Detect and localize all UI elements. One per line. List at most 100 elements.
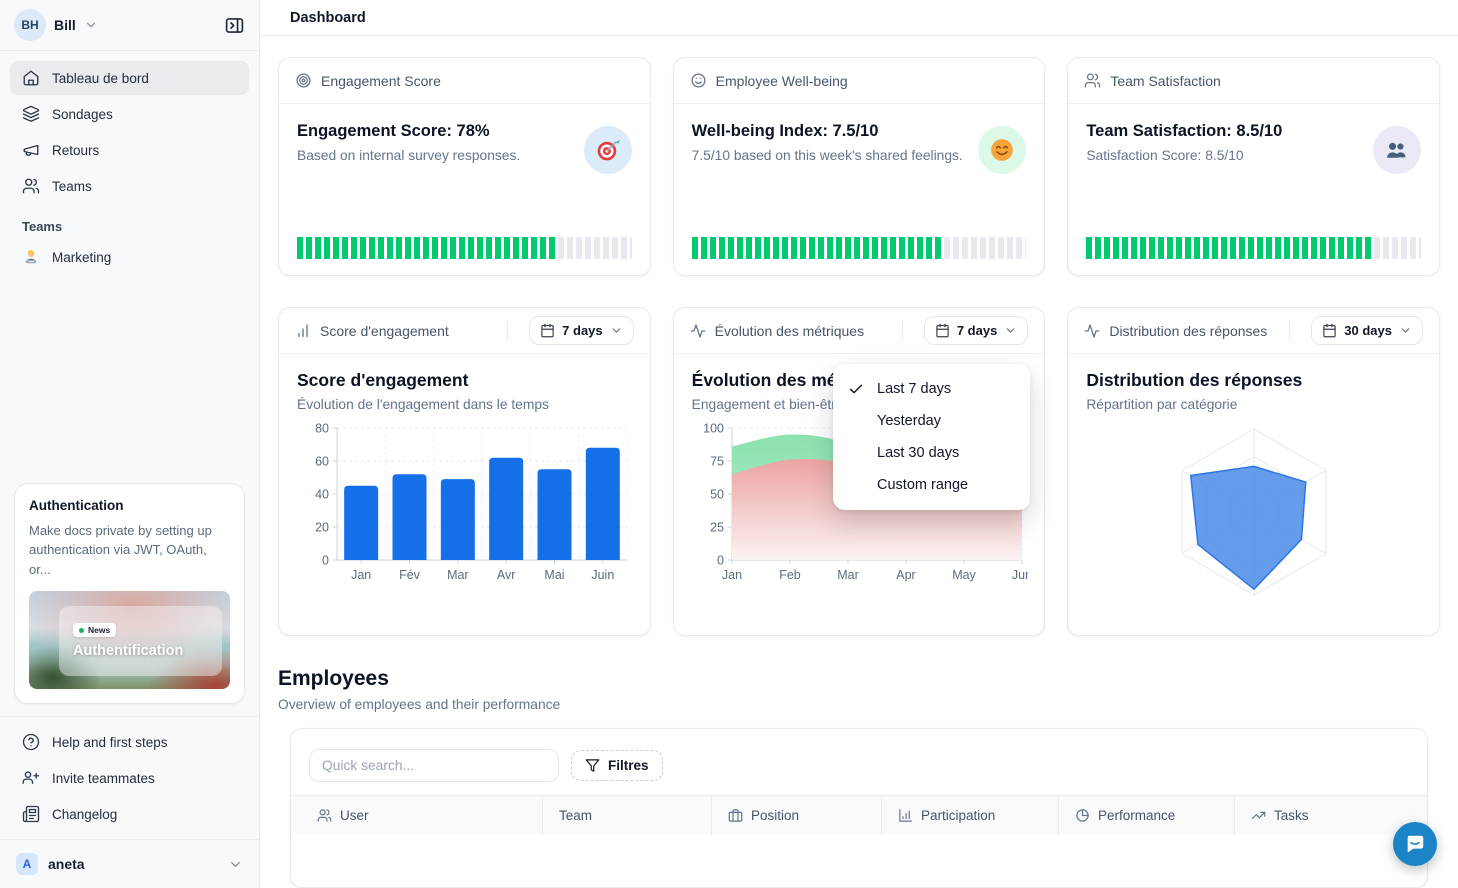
chart-title: Score d'engagement [297,370,469,390]
search-input[interactable] [309,749,559,782]
busts-emoji-icon [1372,126,1421,174]
svg-text:Mar: Mar [447,568,469,582]
footer-item-label: Invite teammates [52,770,155,786]
chart-title: Distribution des réponses [1086,370,1303,390]
chevron-down-icon [231,861,240,867]
team-satisfaction-card: Team Satisfaction Team Satisfaction: 8.5… [1067,57,1440,276]
card-body: Distribution des réponses Répartition pa… [1068,354,1439,611]
svg-text:60: 60 [315,455,329,469]
column-header-participation[interactable]: Participation [881,796,1058,835]
activity-icon [690,323,705,338]
card-header: Évolution des métriques 7 days [673,308,1045,354]
svg-text:20: 20 [315,521,329,535]
chart-column-icon [899,809,912,822]
range-select-button[interactable]: 7 days [923,316,1029,345]
panel-collapse-icon [225,17,244,33]
megaphone-icon [23,144,39,156]
card-body: Score d'engagement Évolution de l'engage… [279,354,650,606]
table-filter-row: Filtres [291,729,1427,795]
engagement-chart-card: Score d'engagement 7 days Score d'engage… [278,307,651,636]
sidebar-item-marketing[interactable]: Marketing [10,240,249,274]
svg-text:Feb: Feb [779,568,801,582]
employees-title: Employees [278,667,389,690]
home-icon [23,70,39,86]
sidebar-item-changelog[interactable]: Changelog [10,797,249,831]
sidebar: BH Bill Tableau de bord Sondages Retours [0,0,260,888]
user-plus-icon [22,771,40,784]
column-header-user[interactable]: User [291,796,542,835]
users-icon [1085,73,1101,88]
engagement-bar-chart: 0 20 40 60 80 Jan Fév Mar Avr Mai Juin [315,422,628,582]
employees-table-card: Filtres User Team Position [290,728,1428,888]
card-header-label: Score d'engagement [320,322,449,339]
sidebar-item-sondages[interactable]: Sondages [10,97,249,131]
column-header-position[interactable]: Position [711,796,881,835]
news-badge: News [73,623,117,637]
card-header: Distribution des réponses 30 days [1068,308,1439,354]
workspace-name: aneta [48,856,85,872]
page-title: Dashboard [290,9,366,26]
dropdown-item-yesterday[interactable]: Yesterday [877,413,941,429]
metric-subtitle: 7.5/10 based on this week's shared feeli… [691,148,963,163]
calendar-icon [1323,323,1336,338]
sidebar-item-tableau-de-bord[interactable]: Tableau de bord [10,61,249,95]
help-circle-icon [22,733,40,751]
chat-launcher-button[interactable] [1393,822,1437,866]
trending-up-icon [1251,811,1266,820]
chevron-down-icon [86,22,95,28]
sidebar-item-label: Sondages [52,106,113,122]
card-header-label: Engagement Score [321,72,441,89]
svg-text:50: 50 [710,488,724,502]
dropdown-item-last-30-days[interactable]: Last 30 days [877,445,960,461]
workspace-switcher[interactable]: A aneta [0,839,259,888]
dropdown-item-custom-range[interactable]: Custom range [877,477,969,493]
svg-text:Juin: Juin [591,568,614,582]
sidebar-item-help[interactable]: Help and first steps [10,725,249,759]
chevron-down-icon [1401,328,1410,333]
column-header-team[interactable]: Team [542,796,711,835]
svg-text:May: May [952,568,976,582]
sidebar-collapse-button[interactable] [224,15,245,36]
progress-bar [691,237,1027,259]
activity-icon [1085,323,1100,338]
chart-subtitle: Évolution de l'engagement dans le temps [297,397,549,412]
progress-fill [297,237,559,259]
progress-bar [1086,237,1421,259]
date-range-dropdown: Last 7 days Yesterday Last 30 days Custo… [833,364,1030,510]
column-header-performance[interactable]: Performance [1058,796,1234,835]
employees-subtitle: Overview of employees and their performa… [278,697,561,712]
user-name[interactable]: Bill [54,17,76,33]
users-icon [317,809,332,822]
responses-radar-chart [1181,428,1327,596]
svg-text:Avr: Avr [497,568,516,582]
user-avatar[interactable]: BH [14,9,46,41]
svg-text:Apr: Apr [896,568,915,582]
sidebar-item-label: Tableau de bord [52,70,149,86]
filters-button[interactable]: Filtres [571,750,663,781]
card-header: Score d'engagement 7 days [279,308,650,354]
card-header-label: Employee Well-being [715,72,848,89]
separator [1289,320,1291,341]
technologist-emoji-icon [25,250,37,264]
sidebar-item-teams[interactable]: Teams [10,169,249,203]
range-select-button[interactable]: 7 days [529,316,634,345]
sidebar-item-invite[interactable]: Invite teammates [10,761,249,795]
team-item-label: Marketing [52,249,112,265]
pie-chart-icon [1076,809,1089,822]
column-header-tasks[interactable]: Tasks [1234,796,1427,835]
card-header-label: Team Satisfaction [1110,72,1221,89]
users-icon [22,178,40,194]
sidebar-item-retours[interactable]: Retours [10,133,249,167]
briefcase-icon [728,809,743,822]
dropdown-item-last-7-days[interactable]: Last 7 days [833,373,1030,405]
card-body: Engagement Score: 78% Based on internal … [279,104,650,275]
authentication-promo-card[interactable]: Authentication Make docs private by sett… [14,482,245,704]
svg-text:Mar: Mar [837,568,859,582]
promo-body: Make docs private by setting up authenti… [29,522,212,577]
chart-subtitle: Engagement et bien-être [691,397,844,412]
range-select-button[interactable]: 30 days [1311,316,1423,345]
topbar: Dashboard [260,0,1458,36]
news-dot-icon [79,627,84,633]
smiling-face-emoji-icon [978,126,1027,174]
target-emoji-icon [583,126,632,174]
